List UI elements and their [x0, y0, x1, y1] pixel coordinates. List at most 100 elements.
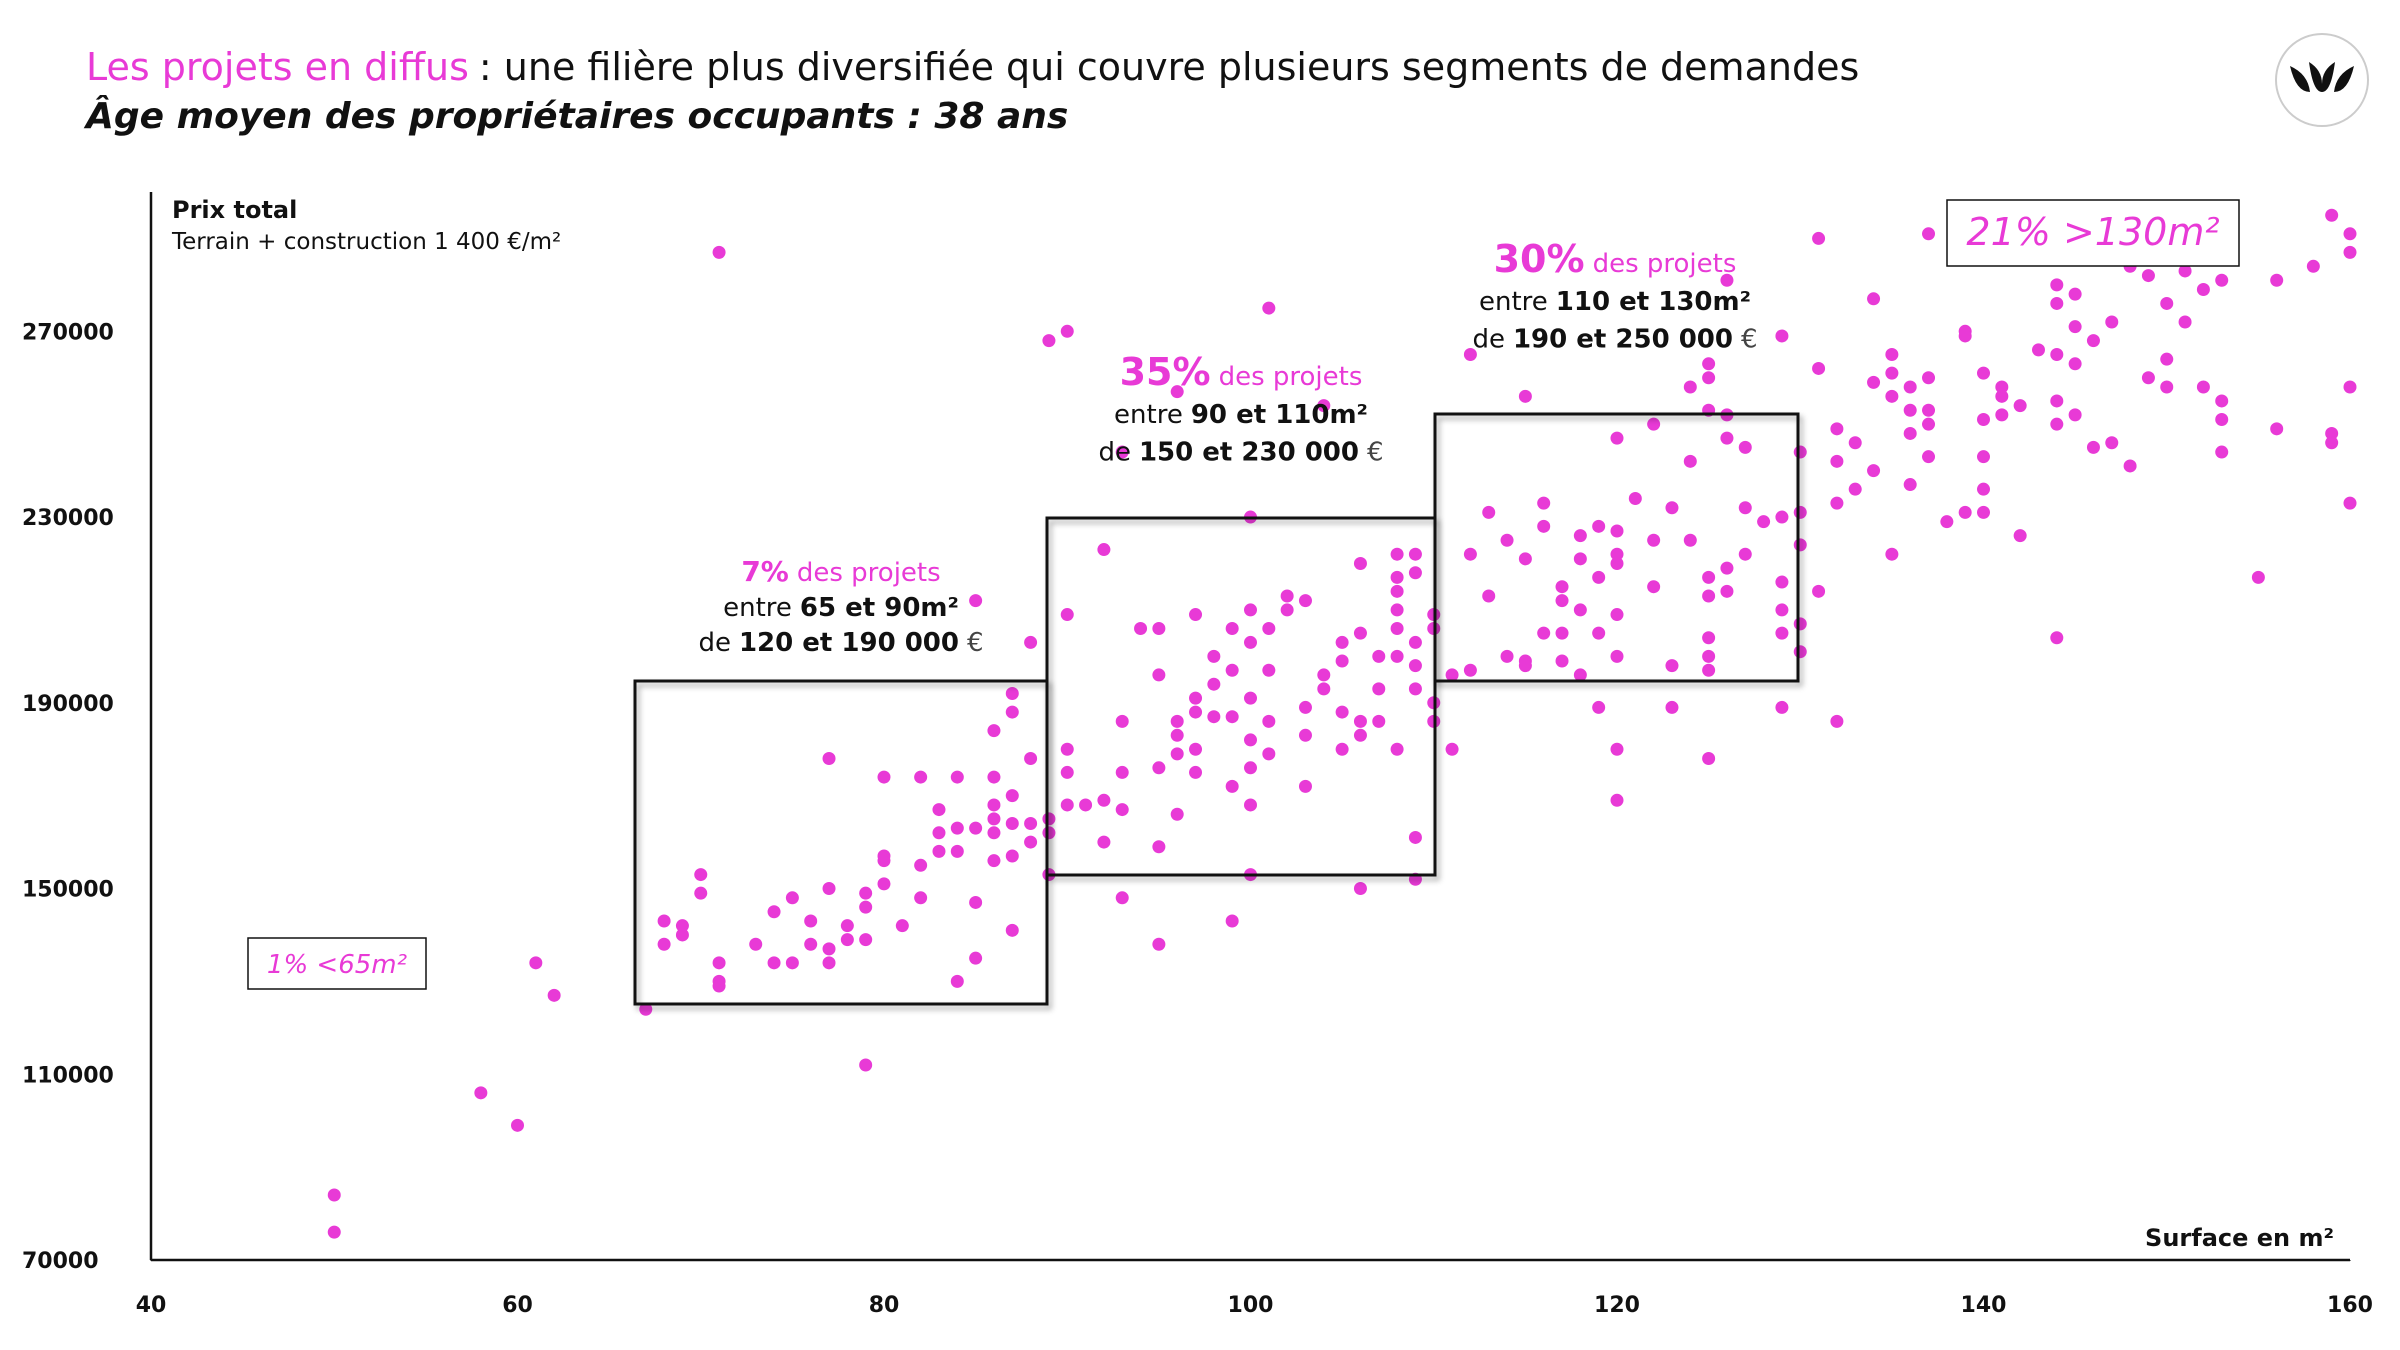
point	[1115, 445, 1129, 459]
point	[1537, 519, 1551, 533]
point	[987, 826, 1001, 840]
point	[1042, 812, 1056, 826]
point	[1903, 426, 1917, 440]
point	[914, 858, 928, 872]
point	[675, 919, 689, 933]
annotation: 21% >130m²	[1966, 210, 2219, 254]
point	[1812, 361, 1826, 375]
annotation-pct: 30%	[1494, 237, 1585, 281]
point	[1390, 742, 1404, 756]
point	[1390, 584, 1404, 598]
point	[1885, 366, 1899, 380]
point	[694, 868, 708, 882]
point	[547, 988, 561, 1002]
point	[1867, 375, 1881, 389]
point	[1244, 761, 1257, 775]
point	[1170, 385, 1184, 399]
y-tick-label: 270000	[22, 320, 114, 345]
point	[987, 854, 1001, 868]
annotation: 35% des projets	[1120, 350, 1363, 394]
point	[1225, 914, 1239, 928]
point	[1408, 566, 1422, 580]
point	[1042, 826, 1056, 840]
annotation-label: des projets	[1219, 362, 1363, 392]
point	[1152, 937, 1166, 951]
point	[1738, 501, 1752, 515]
x-tick-label: 100	[1228, 1293, 1274, 1318]
point	[1353, 714, 1367, 728]
point	[1903, 403, 1917, 417]
point	[1702, 649, 1716, 663]
point	[2325, 208, 2339, 222]
point	[2031, 343, 2045, 357]
point	[1170, 747, 1184, 761]
point	[877, 877, 891, 891]
point	[1628, 491, 1642, 505]
point	[1848, 436, 1862, 450]
point	[1134, 621, 1148, 635]
point	[712, 245, 726, 259]
point	[1702, 752, 1716, 766]
point	[1665, 501, 1679, 515]
point	[1738, 547, 1752, 561]
point	[1958, 505, 1972, 519]
point	[529, 956, 543, 970]
point	[1647, 417, 1661, 431]
point	[1812, 584, 1826, 598]
point	[822, 956, 836, 970]
point	[1610, 547, 1624, 561]
point	[1390, 649, 1404, 663]
point	[1702, 570, 1716, 584]
point	[877, 770, 891, 784]
annotation: 1% <65m²	[267, 950, 407, 980]
point	[1262, 714, 1276, 728]
point	[1189, 705, 1203, 719]
point	[1702, 371, 1716, 385]
point	[1482, 505, 1496, 519]
point	[1793, 645, 1807, 659]
point	[1005, 849, 1019, 863]
chart-subtitle: Âge moyen des propriétaires occupants : …	[83, 95, 1068, 137]
point	[1665, 659, 1679, 673]
point	[1610, 742, 1624, 756]
annotation-text: 150 et 230 000	[1139, 438, 1359, 468]
point	[1372, 682, 1386, 696]
point	[1408, 659, 1422, 673]
point	[1500, 649, 1514, 663]
point	[1592, 519, 1606, 533]
point	[785, 891, 799, 905]
annotation-text: entre	[1114, 400, 1183, 430]
point	[1335, 742, 1349, 756]
point	[1885, 348, 1899, 362]
annotation-text: de	[1098, 438, 1131, 468]
point	[1005, 686, 1019, 700]
logo	[2275, 33, 2369, 127]
x-tick-label: 60	[502, 1293, 533, 1318]
point	[822, 752, 836, 766]
point	[1060, 324, 1074, 338]
point	[1610, 793, 1624, 807]
annotation: de 120 et 190 000 €	[698, 628, 983, 658]
point	[1592, 626, 1606, 640]
point	[1225, 710, 1239, 724]
point	[767, 905, 781, 919]
point	[657, 914, 671, 928]
point	[1225, 779, 1239, 793]
point	[1170, 807, 1184, 821]
point	[1225, 621, 1239, 635]
annotation-text: de	[1472, 325, 1505, 355]
y-tick-label: 190000	[22, 692, 114, 717]
point	[2013, 529, 2027, 543]
point	[1115, 891, 1129, 905]
annotation-text: entre	[1479, 287, 1548, 317]
annotation: de 150 et 230 000 €	[1098, 438, 1383, 468]
point	[1335, 654, 1349, 668]
point	[1775, 329, 1789, 343]
point	[1042, 334, 1056, 348]
point	[2215, 413, 2229, 427]
point	[1244, 733, 1257, 747]
annotation-text: 90 et 110m²	[1191, 400, 1368, 430]
point	[1152, 668, 1166, 682]
point	[1793, 617, 1807, 631]
x-tick-label: 160	[2327, 1293, 2373, 1318]
